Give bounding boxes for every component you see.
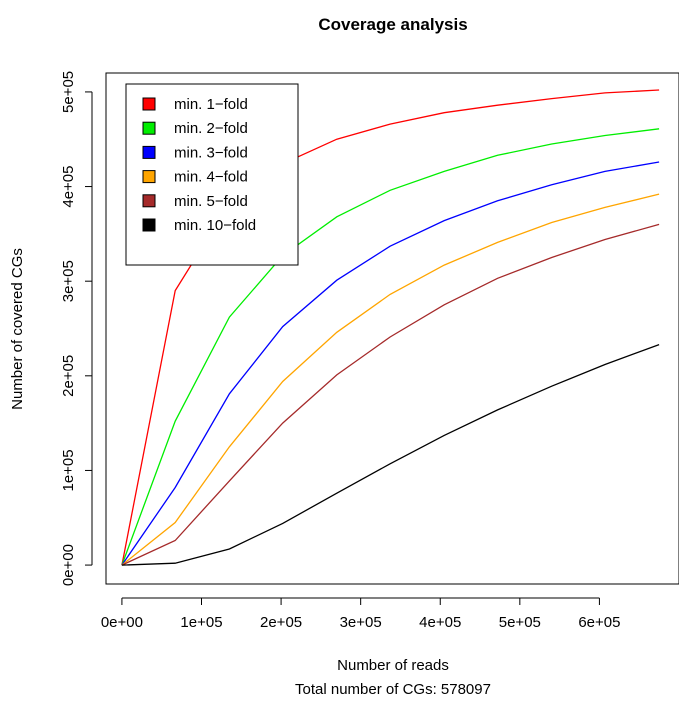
series-line-5 <box>121 223 660 566</box>
series-line-3 <box>121 161 660 566</box>
legend-swatch-1 <box>142 97 156 111</box>
legend-swatch-2 <box>142 121 156 135</box>
y-tick-label: 1e+05 <box>60 449 77 491</box>
legend-swatch-5 <box>142 194 156 208</box>
legend-swatch-6 <box>142 218 156 232</box>
legend: min. 1−fold min. 2−fold min. 3−fold min. 4−… <box>125 83 299 266</box>
x-tick-label: 0e+00 <box>101 614 143 631</box>
x-tick-label: 1e+05 <box>180 614 222 631</box>
x-tick-label: 2e+05 <box>260 614 302 631</box>
series-line-6 <box>121 343 660 566</box>
y-axis-label: Number of covered CGs <box>9 248 26 410</box>
legend-label-4: min. 4−fold <box>174 169 248 186</box>
x-axis-subtitle: Total number of CGs: 578097 <box>295 681 491 698</box>
y-tick-label: 5e+05 <box>60 71 77 113</box>
y-tick-label: 4e+05 <box>60 165 77 207</box>
series-line-4 <box>121 193 660 566</box>
x-tick-label: 4e+05 <box>419 614 461 631</box>
x-tick-label: 3e+05 <box>340 614 382 631</box>
legend-label-6: min. 10−fold <box>174 217 256 234</box>
x-tick-label: 6e+05 <box>578 614 620 631</box>
legend-swatch-4 <box>142 170 156 184</box>
legend-label-5: min. 5−fold <box>174 193 248 210</box>
legend-swatch-3 <box>142 145 156 159</box>
legend-label-2: min. 2−fold <box>174 120 248 137</box>
series-line-2 <box>121 128 660 566</box>
y-axis: 0e+00 1e+05 2e+05 3e+05 4e+05 5e+05 <box>60 71 93 586</box>
y-tick-label: 0e+00 <box>60 544 77 586</box>
x-tick-label: 5e+05 <box>499 614 541 631</box>
plot-frame <box>105 72 679 585</box>
legend-label-3: min. 3−fold <box>174 144 248 161</box>
y-tick-label: 3e+05 <box>60 260 77 302</box>
chart-title: Coverage analysis <box>318 15 467 34</box>
x-axis-label: Number of reads <box>337 657 449 674</box>
x-axis: 0e+00 1e+05 2e+05 3e+05 4e+05 5e+05 6e+05 <box>101 597 620 631</box>
legend-label-1: min. 1−fold <box>174 96 248 113</box>
y-tick-label: 2e+05 <box>60 355 77 397</box>
